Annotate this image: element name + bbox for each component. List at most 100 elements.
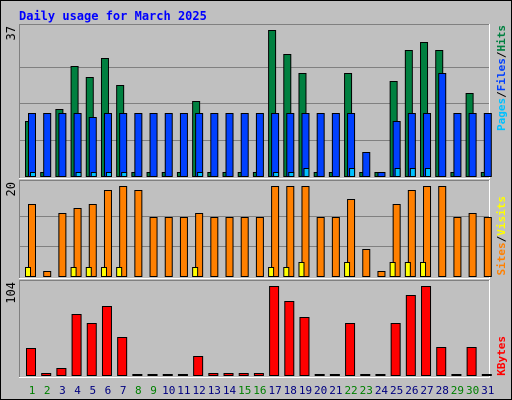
files-bar (407, 113, 416, 177)
day-label: 24 (375, 384, 389, 397)
kbytes-bar (375, 374, 386, 376)
files-bar (468, 113, 477, 177)
sites-bar (271, 186, 280, 277)
kbytes-bar (253, 373, 264, 376)
kbytes-bar (451, 374, 462, 376)
kbytes-bar (193, 356, 204, 376)
files-bar (453, 113, 462, 177)
visits-bar (420, 262, 427, 277)
y-max-label: 20 (4, 182, 18, 196)
visits-bar (25, 267, 31, 277)
day-label: 16 (253, 384, 266, 397)
y-axis-max-labels: 37 20 104 (4, 26, 18, 304)
day-label: 19 (299, 384, 312, 397)
sites-bar (225, 217, 234, 277)
kbytes-bar (421, 286, 432, 376)
legend-entry: / (495, 51, 508, 58)
visits-bar (404, 262, 411, 277)
pages-bar (121, 172, 128, 177)
kbytes-bar (147, 374, 158, 376)
pages-bar (425, 168, 432, 177)
x-axis-day-labels: 1 2 3 4 5 6 7 8 9 10 11 12 13 14 15 16 17 18 19 20 21 22 23 24 2… (29, 384, 495, 397)
files-bar (301, 113, 310, 177)
files-bar (164, 113, 173, 177)
sites-bar (43, 271, 52, 277)
pages-bar (394, 168, 401, 177)
sites-bar (331, 217, 340, 277)
kbytes-bar (117, 337, 128, 376)
files-bar (28, 113, 36, 177)
kbytes-bar (405, 295, 416, 376)
files-bar (377, 172, 386, 177)
sites-bar (58, 213, 67, 277)
kbytes-bar (223, 373, 234, 376)
files-bar (210, 113, 219, 177)
kbytes-bar (284, 301, 295, 376)
files-bar (134, 113, 143, 177)
day-label: 17 (268, 384, 281, 397)
sites-bar (134, 190, 143, 277)
day-label: 12 (193, 384, 206, 397)
day-label: 7 (120, 384, 127, 397)
day-label: 8 (135, 384, 142, 397)
kbytes-bar (269, 286, 280, 376)
visits-bar (85, 267, 92, 277)
visits-bar (283, 267, 290, 277)
sites-bar (179, 217, 188, 277)
sites-bar (468, 213, 477, 277)
files-bar (483, 113, 492, 177)
files-bar (316, 113, 325, 177)
files-bar (195, 113, 204, 177)
sites-bar (210, 217, 219, 277)
kbytes-bar (345, 323, 356, 376)
files-bar (103, 113, 112, 177)
sites-bar (119, 186, 128, 277)
day-label: 5 (89, 384, 96, 397)
day-label: 10 (162, 384, 175, 397)
files-bar (438, 73, 447, 177)
sites-bar (407, 190, 416, 277)
visits-bar (192, 267, 199, 277)
pages-bar (75, 172, 82, 177)
sites-bar (423, 186, 432, 277)
pages-bar (303, 168, 310, 177)
pages-bar (273, 172, 280, 177)
pages-bar (30, 172, 36, 177)
sites-bar (240, 217, 249, 277)
kbytes-bar (299, 317, 310, 376)
files-bar (225, 113, 234, 177)
day-label: 21 (329, 384, 342, 397)
sites-bar (88, 204, 97, 277)
day-label: 9 (150, 384, 157, 397)
day-label: 6 (105, 384, 112, 397)
files-bar (179, 113, 188, 177)
kbytes-bar (466, 347, 477, 376)
chart-title: Daily usage for March 2025 (19, 9, 207, 23)
day-label: 20 (314, 384, 327, 397)
visits-bar (298, 262, 305, 277)
day-label: 3 (59, 384, 66, 397)
sites-bar (28, 204, 36, 277)
day-label: 22 (344, 384, 357, 397)
sites-bar (164, 217, 173, 277)
kbytes-bar (390, 323, 401, 376)
files-bar (423, 113, 432, 177)
kbytes-bar (360, 374, 371, 376)
legend-entry: KBytes (495, 336, 508, 376)
sites-bar (453, 217, 462, 277)
day-label: 25 (390, 384, 403, 397)
sites-bar (255, 217, 264, 277)
day-label: 30 (466, 384, 479, 397)
pages-bar (105, 172, 112, 177)
kbytes-bar (238, 373, 249, 376)
day-label: 14 (223, 384, 237, 397)
y-max-label: 37 (4, 26, 18, 40)
day-label: 29 (451, 384, 464, 397)
pages-bar (197, 172, 204, 177)
kbytes-bar (329, 374, 340, 376)
day-label: 26 (405, 384, 418, 397)
day-label: 18 (284, 384, 297, 397)
visits-bar (70, 267, 77, 277)
files-bar (347, 113, 356, 177)
sites-bar (73, 208, 82, 277)
